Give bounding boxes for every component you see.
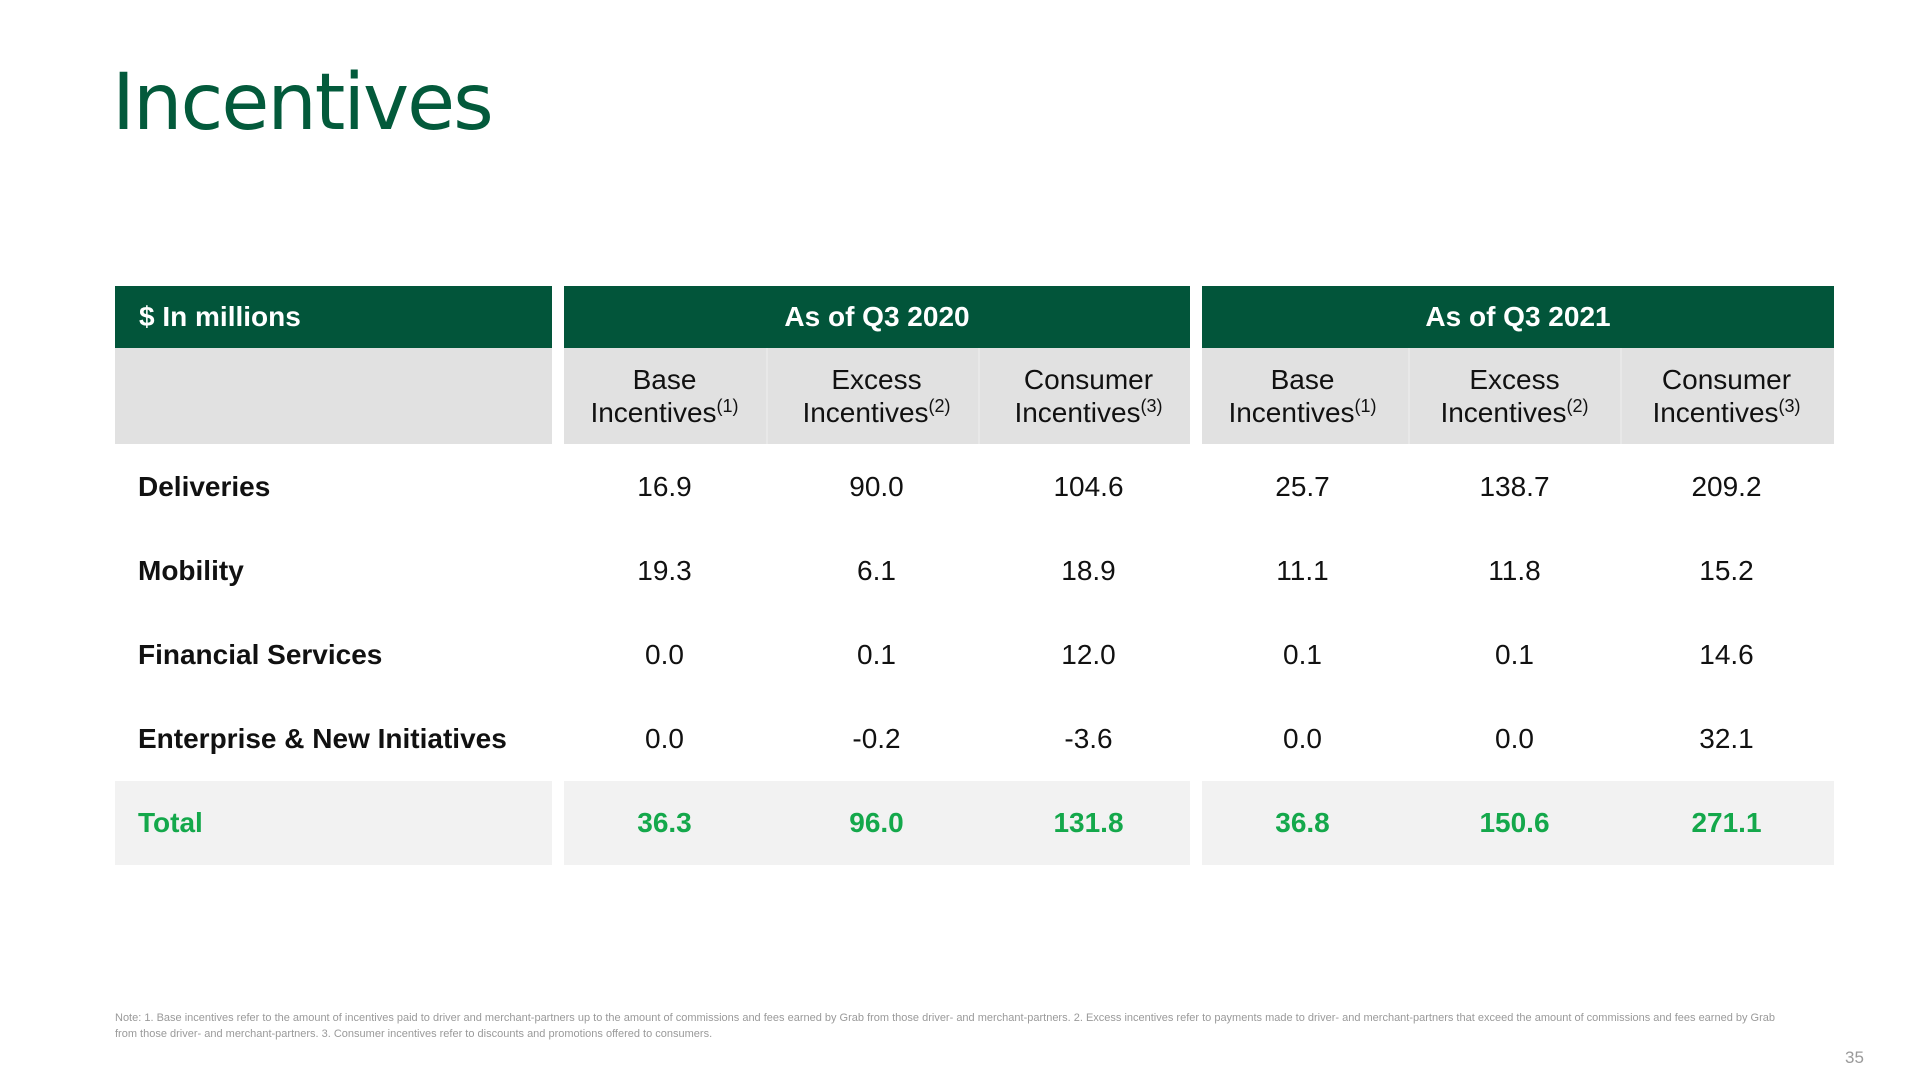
group-header-q3-2021: As of Q3 2021 — [1202, 286, 1834, 348]
subheader-base-incentives-2020: Base Incentives(1) — [559, 348, 770, 444]
total-row-bg — [564, 781, 1190, 865]
row-label: Deliveries — [138, 471, 271, 502]
table-cell: 19.3 — [637, 555, 692, 586]
total-cell: 36.3 — [637, 807, 692, 838]
table-cell: 0.0 — [1495, 723, 1534, 754]
group-header-q3-2020: As of Q3 2020 — [564, 286, 1190, 348]
subheader-line1: Base — [1270, 364, 1335, 395]
row-label: Financial Services — [138, 639, 383, 670]
column-divider — [766, 348, 768, 444]
footnote-ref: (2) — [1566, 396, 1589, 416]
subheader-blank-cell — [115, 348, 552, 444]
table-cell: 0.0 — [1283, 723, 1322, 754]
footnote-ref: (3) — [1778, 396, 1801, 416]
subheader-excess-incentives-2021: Excess Incentives(2) — [1409, 348, 1620, 444]
table-cell: 90.0 — [849, 471, 904, 502]
total-row-bg — [1202, 781, 1834, 865]
table-cell: -3.6 — [1064, 723, 1113, 754]
total-cell: 131.8 — [1053, 807, 1124, 838]
total-cell: 36.8 — [1275, 807, 1330, 838]
table-cell: -0.2 — [852, 723, 901, 754]
footnote: Note: 1. Base incentives refer to the am… — [115, 1012, 1776, 1040]
row-label: Enterprise & New Initiatives — [138, 723, 507, 754]
subheader-line2: Incentives — [590, 397, 717, 428]
subheader-line1: Consumer — [1661, 364, 1792, 395]
total-cell: 96.0 — [849, 807, 904, 838]
column-divider — [978, 348, 980, 444]
footnote-ref: (3) — [1140, 396, 1163, 416]
column-divider — [1620, 348, 1622, 444]
table-cell: 25.7 — [1275, 471, 1330, 502]
table-cell: 15.2 — [1699, 555, 1754, 586]
subheader-line2: Incentives — [1228, 397, 1355, 428]
subheader-line2: Incentives — [1014, 397, 1141, 428]
subheader-block-2020 — [564, 348, 1190, 444]
page-number: 35 — [1845, 1048, 1864, 1067]
row-label-total: Total — [138, 807, 203, 838]
footnote-ref: (1) — [716, 396, 739, 416]
subheader-line2: Incentives — [802, 397, 929, 428]
table-cell: 104.6 — [1053, 471, 1124, 502]
table-cell: 18.9 — [1061, 555, 1116, 586]
subheader-consumer-incentives-2021: Consumer Incentives(3) — [1621, 348, 1832, 444]
table-cell: 138.7 — [1479, 471, 1550, 502]
subheader-line1: Consumer — [1023, 364, 1154, 395]
table-cell: 0.0 — [645, 639, 684, 670]
row-label: Mobility — [138, 555, 244, 586]
table-cell: 32.1 — [1699, 723, 1754, 754]
subheader-consumer-incentives-2020: Consumer Incentives(3) — [983, 348, 1194, 444]
subheader-line2: Incentives — [1652, 397, 1779, 428]
subheader-line1: Excess — [831, 364, 922, 395]
unit-header: $ In millions — [115, 286, 552, 348]
table-cell: 0.1 — [1495, 639, 1534, 670]
table-cell: 209.2 — [1691, 471, 1762, 502]
subheader-base-incentives-2021: Base Incentives(1) — [1197, 348, 1408, 444]
total-row-bg — [115, 781, 552, 865]
table-cell: 14.6 — [1699, 639, 1754, 670]
subheader-line1: Base — [632, 364, 697, 395]
page-title: Incentives — [112, 58, 494, 148]
footnote-ref: (1) — [1354, 396, 1377, 416]
total-cell: 150.6 — [1479, 807, 1550, 838]
subheader-line1: Excess — [1469, 364, 1560, 395]
subheader-excess-incentives-2020: Excess Incentives(2) — [771, 348, 982, 444]
column-divider — [1408, 348, 1410, 444]
table-cell: 0.1 — [1283, 639, 1322, 670]
table-cell: 12.0 — [1061, 639, 1116, 670]
table-cell: 11.8 — [1488, 555, 1541, 586]
table-cell: 0.0 — [645, 723, 684, 754]
footnote-ref: (2) — [928, 396, 951, 416]
total-cell: 271.1 — [1691, 807, 1762, 838]
table-cell: 11.1 — [1276, 555, 1329, 586]
table-cell: 16.9 — [637, 471, 692, 502]
subheader-block-2021 — [1202, 348, 1834, 444]
subheader-line2: Incentives — [1440, 397, 1567, 428]
table-cell: 0.1 — [857, 639, 896, 670]
table-cell: 6.1 — [857, 555, 896, 586]
